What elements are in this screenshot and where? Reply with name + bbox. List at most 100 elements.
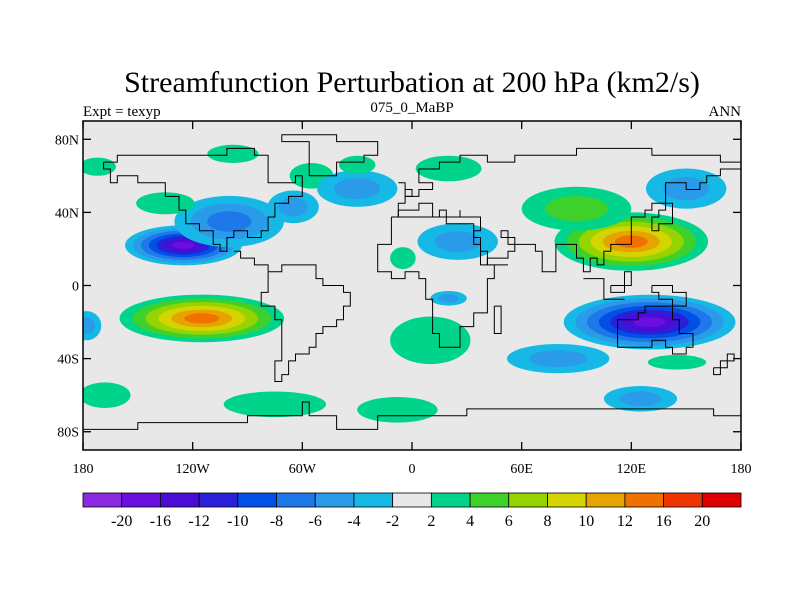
colorbar-label: -20 [111,513,132,530]
map-area [82,120,742,451]
x-tick-label: 60W [289,462,317,477]
right-string: ANN [709,104,742,120]
y-tick-label: 0 [72,280,79,295]
colorbar-label: -4 [347,513,360,530]
colorbar-label: -2 [386,513,399,530]
colorbar-swatch [469,492,510,508]
contour-feature [417,223,498,260]
colorbar-swatch [82,492,123,508]
colorbar-label: -16 [150,513,171,530]
coastline [103,147,303,252]
colorbar-swatch [430,492,471,508]
contour-feature [338,155,376,174]
contour-feature [603,386,678,412]
y-tick-label: 80N [55,133,79,148]
contour-band [172,241,195,249]
contour-band [357,397,438,423]
colorbar-swatch [547,492,587,508]
colorbar-swatch [508,492,548,508]
contour-feature [357,397,438,423]
contour-band [438,294,460,303]
contour-band [83,382,131,408]
contour-band [415,155,482,182]
contour-band [278,197,308,217]
coastline [651,285,687,307]
coastline [233,250,269,272]
coastline [260,264,351,382]
colorbar: -20 -16 -12 -10 -8 -6 -4 -2 2 4 6 8 10 12 16 20 [82,492,742,530]
colorbar-label: 4 [466,513,474,530]
contour-feature [207,144,259,163]
left-string: Expt = texyp [83,104,161,120]
coastline [391,147,741,218]
contour-feature [563,294,736,350]
x-tick-label: 0 [409,462,416,477]
contour-band [528,350,588,367]
colorbar-swatch [314,492,355,508]
x-tick-label: 180 [73,462,94,477]
colorbar-label: -6 [309,513,322,530]
colorbar-swatch [392,492,432,508]
colorbar-swatch [121,492,161,508]
contour-band [390,316,471,365]
contour-feature [317,170,398,207]
contour-band [334,178,381,200]
contour-feature [390,316,471,365]
x-tick-label: 180 [731,462,752,477]
contour-band [223,391,327,418]
colorbar-label: 6 [505,513,513,530]
colorbar-swatch [624,492,664,508]
coastline [651,202,673,232]
contour-feature [415,155,482,182]
contour-feature [430,291,467,306]
colorbar-swatch [276,492,316,508]
coastline [391,168,741,273]
x-tick-label: 120W [176,462,211,477]
contour-feature [83,311,102,341]
contour-feature [507,344,610,374]
center-string: 075_0_MaBP [370,100,453,116]
colorbar-label: 12 [617,513,633,530]
contour-feature [119,294,285,343]
colorbar-swatch [585,492,626,508]
coastline [610,271,632,293]
chart-title: Streamfunction Perturbation at 200 hPa (… [124,66,700,99]
contour-band [83,317,96,335]
colorbar-label: -12 [188,513,209,530]
colorbar-swatch [198,492,239,508]
coastline [493,305,502,334]
contour-feature [136,192,195,215]
y-tick-label: 40N [55,206,79,221]
contour-feature [647,355,707,370]
axes-layer: 180 120W 60W 0 60E 120E 180 80N 40N 0 40S 80S [55,121,752,477]
contour-band [434,231,481,253]
contour-feature [83,382,131,408]
x-tick-label: 60E [510,462,533,477]
contour-band [390,247,416,270]
contour-band [545,196,608,222]
contour-band [633,317,666,328]
x-tick-label: 120E [617,462,647,477]
contour-band [207,144,259,163]
coastline [583,278,625,300]
colorbar-swatch [353,492,394,508]
coastline [83,401,741,430]
y-tick-label: 80S [57,426,79,441]
contour-band [136,192,195,215]
coastline [377,216,508,348]
contour-band [184,313,220,324]
coastline-layer [83,134,741,430]
contour-feature [267,190,319,224]
y-tick-label: 40S [57,353,79,368]
colorbar-swatch [237,492,277,508]
colorbar-label: 2 [427,513,435,530]
coastline [281,134,379,177]
colorbar-label: 16 [656,513,672,530]
contour-band [619,391,662,407]
contour-feature [223,391,327,418]
colorbar-label: 20 [694,513,710,530]
contour-feature [521,186,632,231]
colorbar-label: 10 [578,513,594,530]
colorbar-label: -8 [270,513,283,530]
